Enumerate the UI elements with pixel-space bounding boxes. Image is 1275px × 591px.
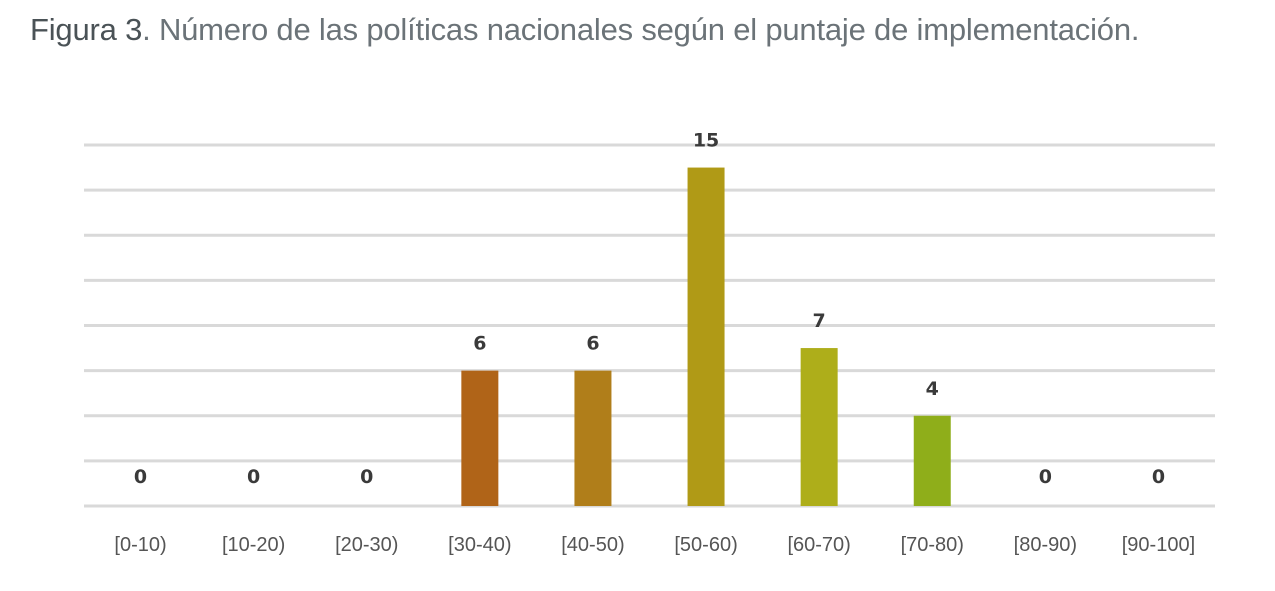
x-tick-label: [90-100] <box>1122 534 1195 556</box>
data-label: 6 <box>473 333 486 355</box>
data-label: 6 <box>586 333 599 355</box>
x-tick-label: [70-80) <box>901 534 964 556</box>
x-tick-label: [60-70) <box>787 534 850 556</box>
bar <box>574 370 612 506</box>
x-tick-label: [50-60) <box>674 534 737 556</box>
figure-number: Figura 3 <box>30 12 143 47</box>
bar <box>461 370 499 506</box>
chart-title: Figura 3. Número de las políticas nacion… <box>30 12 1139 48</box>
bar <box>687 167 725 506</box>
data-label: 0 <box>1039 466 1052 488</box>
data-label: 7 <box>813 310 826 332</box>
x-tick-label: [20-30) <box>335 534 398 556</box>
data-label: 0 <box>134 466 147 488</box>
x-tick-label: [30-40) <box>448 534 511 556</box>
x-tick-label: [0-10) <box>114 534 166 556</box>
bar <box>800 348 838 506</box>
data-label: 0 <box>1152 466 1165 488</box>
x-tick-label: [10-20) <box>222 534 285 556</box>
data-label: 15 <box>693 130 719 152</box>
data-label: 0 <box>247 466 260 488</box>
figure-caption: . Número de las políticas nacionales seg… <box>142 12 1140 47</box>
data-label: 4 <box>926 378 939 400</box>
data-label: 0 <box>360 466 373 488</box>
bar <box>913 415 951 506</box>
x-tick-label: [80-90) <box>1014 534 1077 556</box>
x-tick-label: [40-50) <box>561 534 624 556</box>
